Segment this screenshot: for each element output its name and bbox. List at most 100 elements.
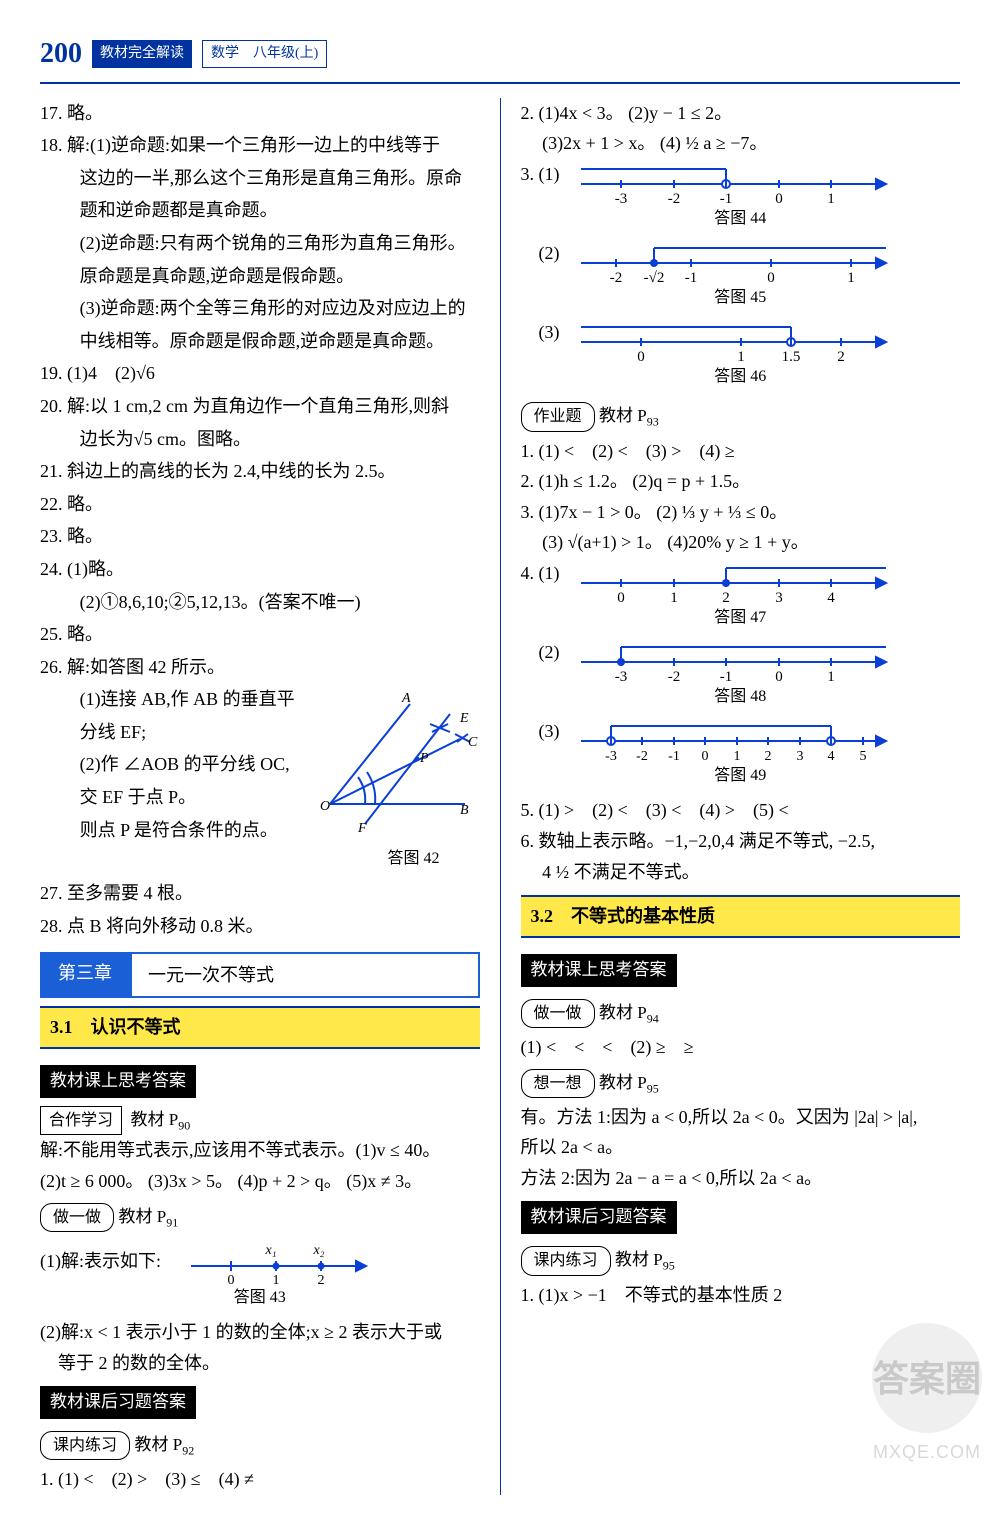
hezuo-ans: 解:不能用等式表示,应该用不等式表示。(1)v ≤ 40。 [40, 1135, 480, 1166]
svg-text:1: 1 [827, 191, 835, 207]
svg-text:-1: -1 [668, 749, 680, 764]
q24: 24. (1)略。 [40, 554, 480, 585]
kenei-pill: 课内练习 [40, 1431, 130, 1460]
z1: 1. (1) < (2) < (3) > (4) ≥ [521, 436, 961, 467]
q18c: (2)逆命题:只有两个锐角的三角形为直角三角形。 [40, 228, 480, 259]
z6b: 4 ½ 不满足不等式。 [521, 857, 961, 888]
right-column: 2. (1)4x < 3。 (2)y − 1 ≤ 2。 (3)2x + 1 > … [521, 98, 961, 1495]
chapter-title: 一元一次不等式 [130, 952, 480, 999]
xiang-ref: 教材 P95 [599, 1073, 659, 1092]
r2b: (3)2x + 1 > x。 (4) ½ a ≥ −7。 [521, 128, 961, 159]
label-after-answers: 教材课后习题答案 [40, 1386, 196, 1419]
svg-text:-3: -3 [614, 191, 627, 207]
z3: 3. (1)7x − 1 > 0。 (2) ⅓ y + ⅓ ≤ 0。 [521, 497, 961, 528]
svg-text:1: 1 [670, 590, 678, 606]
r3-2: (2) [521, 238, 571, 269]
svg-text:3: 3 [796, 749, 803, 764]
q18f: 中线相等。原命题是假命题,逆命题是真命题。 [40, 326, 480, 357]
svg-text:-2: -2 [667, 669, 680, 685]
label-think-answers: 教材课上思考答案 [40, 1065, 196, 1098]
svg-text:O: O [320, 799, 330, 814]
kenei2-pill: 课内练习 [521, 1246, 611, 1275]
kn2-1: 1. (1)x > −1 不等式的基本性质 2 [521, 1280, 961, 1311]
chapter-heading: 第三章 一元一次不等式 [40, 952, 480, 999]
svg-text:-2: -2 [667, 191, 680, 207]
fig46-numberline: 01 1.52 [571, 317, 901, 365]
svg-text:0: 0 [775, 669, 783, 685]
svg-text:B: B [460, 803, 469, 818]
r3-1: 3. (1) [521, 159, 571, 190]
fig46-label: 答图 46 [521, 363, 961, 390]
fig49-numberline: -3-2-1 012 345 [571, 716, 901, 764]
svg-text:x₂: x₂ [312, 1243, 324, 1258]
q20a: 边长为√5 cm。图略。 [40, 424, 480, 455]
zuo2-ref: 教材 P94 [599, 1003, 659, 1022]
section-3-1: 3.1 认识不等式 [40, 1006, 480, 1049]
zuoye-pill: 作业题 [521, 402, 595, 431]
page-header: 200 教材完全解读 数学 八年级(上) [40, 30, 960, 84]
fig47-numberline: 012 34 [571, 558, 901, 606]
q25: 25. 略。 [40, 619, 480, 650]
svg-text:P: P [419, 751, 429, 766]
series-label: 教材完全解读 [92, 40, 192, 68]
label-think-answers-2: 教材课上思考答案 [521, 954, 677, 987]
q23: 23. 略。 [40, 521, 480, 552]
xiang1: 有。方法 1:因为 a < 0,所以 2a < 0。又因为 |2a| > |a|… [521, 1102, 961, 1133]
q18b: 题和逆命题都是真命题。 [40, 195, 480, 226]
fig49-label: 答图 49 [521, 762, 961, 789]
svg-text:0: 0 [775, 191, 783, 207]
q28: 28. 点 B 将向外移动 0.8 米。 [40, 911, 480, 942]
q27: 27. 至多需要 4 根。 [40, 878, 480, 909]
q21: 21. 斜边上的高线的长为 2.4,中线的长为 2.5。 [40, 456, 480, 487]
svg-text:0: 0 [617, 590, 625, 606]
fig47-label: 答图 47 [521, 604, 961, 631]
svg-text:x₁: x₁ [264, 1243, 276, 1258]
svg-text:0: 0 [637, 349, 645, 365]
fig48-numberline: -3-2-1 01 [571, 637, 901, 685]
svg-text:E: E [459, 711, 469, 726]
svg-text:1.5: 1.5 [781, 349, 800, 365]
svg-text:0: 0 [701, 749, 708, 764]
q18e: (3)逆命题:两个全等三角形的对应边及对应边上的 [40, 293, 480, 324]
q17: 17. 略。 [40, 98, 480, 129]
z4-2: (2) [521, 637, 571, 668]
kenei2-ref: 教材 P95 [615, 1250, 675, 1269]
hezuo-ref: 教材 P90 [131, 1110, 191, 1129]
svg-text:4: 4 [827, 749, 834, 764]
svg-text:-2: -2 [609, 270, 622, 286]
fig42-diagram: A E C P O B F [310, 684, 480, 834]
page-number: 200 [40, 30, 82, 78]
svg-text:3: 3 [775, 590, 783, 606]
svg-text:-1: -1 [684, 270, 697, 286]
svg-text:2: 2 [318, 1273, 325, 1286]
q19: 19. (1)4 (2)√6 [40, 358, 480, 389]
fig45-label: 答图 45 [521, 284, 961, 311]
z4-3: (3) [521, 716, 571, 747]
zuo-ref: 教材 P91 [119, 1207, 179, 1226]
svg-text:-2: -2 [636, 749, 648, 764]
svg-text:-3: -3 [605, 749, 617, 764]
subject-label: 数学 八年级(上) [202, 40, 327, 68]
xiang2: 方法 2:因为 2a − a = a < 0,所以 2a < a。 [521, 1163, 961, 1194]
zuo-pill: 做一做 [40, 1203, 114, 1232]
q18a: 这边的一半,那么这个三角形是直角三角形。原命 [40, 163, 480, 194]
svg-text:-√2: -√2 [643, 270, 664, 286]
xiang-pill: 想一想 [521, 1069, 595, 1098]
r3-3: (3) [521, 317, 571, 348]
q20: 20. 解:以 1 cm,2 cm 为直角边作一个直角三角形,则斜 [40, 391, 480, 422]
svg-text:2: 2 [837, 349, 845, 365]
q26: 26. 解:如答图 42 所示。 [40, 652, 480, 683]
zuo2a: 等于 2 的数的全体。 [40, 1348, 480, 1379]
kenei-ref: 教材 P92 [135, 1435, 195, 1454]
q18: 18. 解:(1)逆命题:如果一个三角形一边上的中线等于 [40, 130, 480, 161]
zuo1: (1)解:表示如下: [40, 1246, 161, 1277]
svg-text:0: 0 [767, 270, 775, 286]
fig43-numberline: 0 1 2 x₁ x₂ [181, 1236, 381, 1286]
svg-text:F: F [357, 821, 367, 834]
hezuo-ans2: (2)t ≥ 6 000。 (3)3x > 5。 (4)p + 2 > q。 (… [40, 1166, 480, 1197]
fig43-label: 答图 43 [40, 1284, 480, 1311]
z3b: (3) √(a+1) > 1。 (4)20% y ≥ 1 + y。 [521, 527, 961, 558]
svg-text:5: 5 [859, 749, 866, 764]
fig44-label: 答图 44 [521, 205, 961, 232]
left-column: 17. 略。 18. 解:(1)逆命题:如果一个三角形一边上的中线等于 这边的一… [40, 98, 480, 1495]
